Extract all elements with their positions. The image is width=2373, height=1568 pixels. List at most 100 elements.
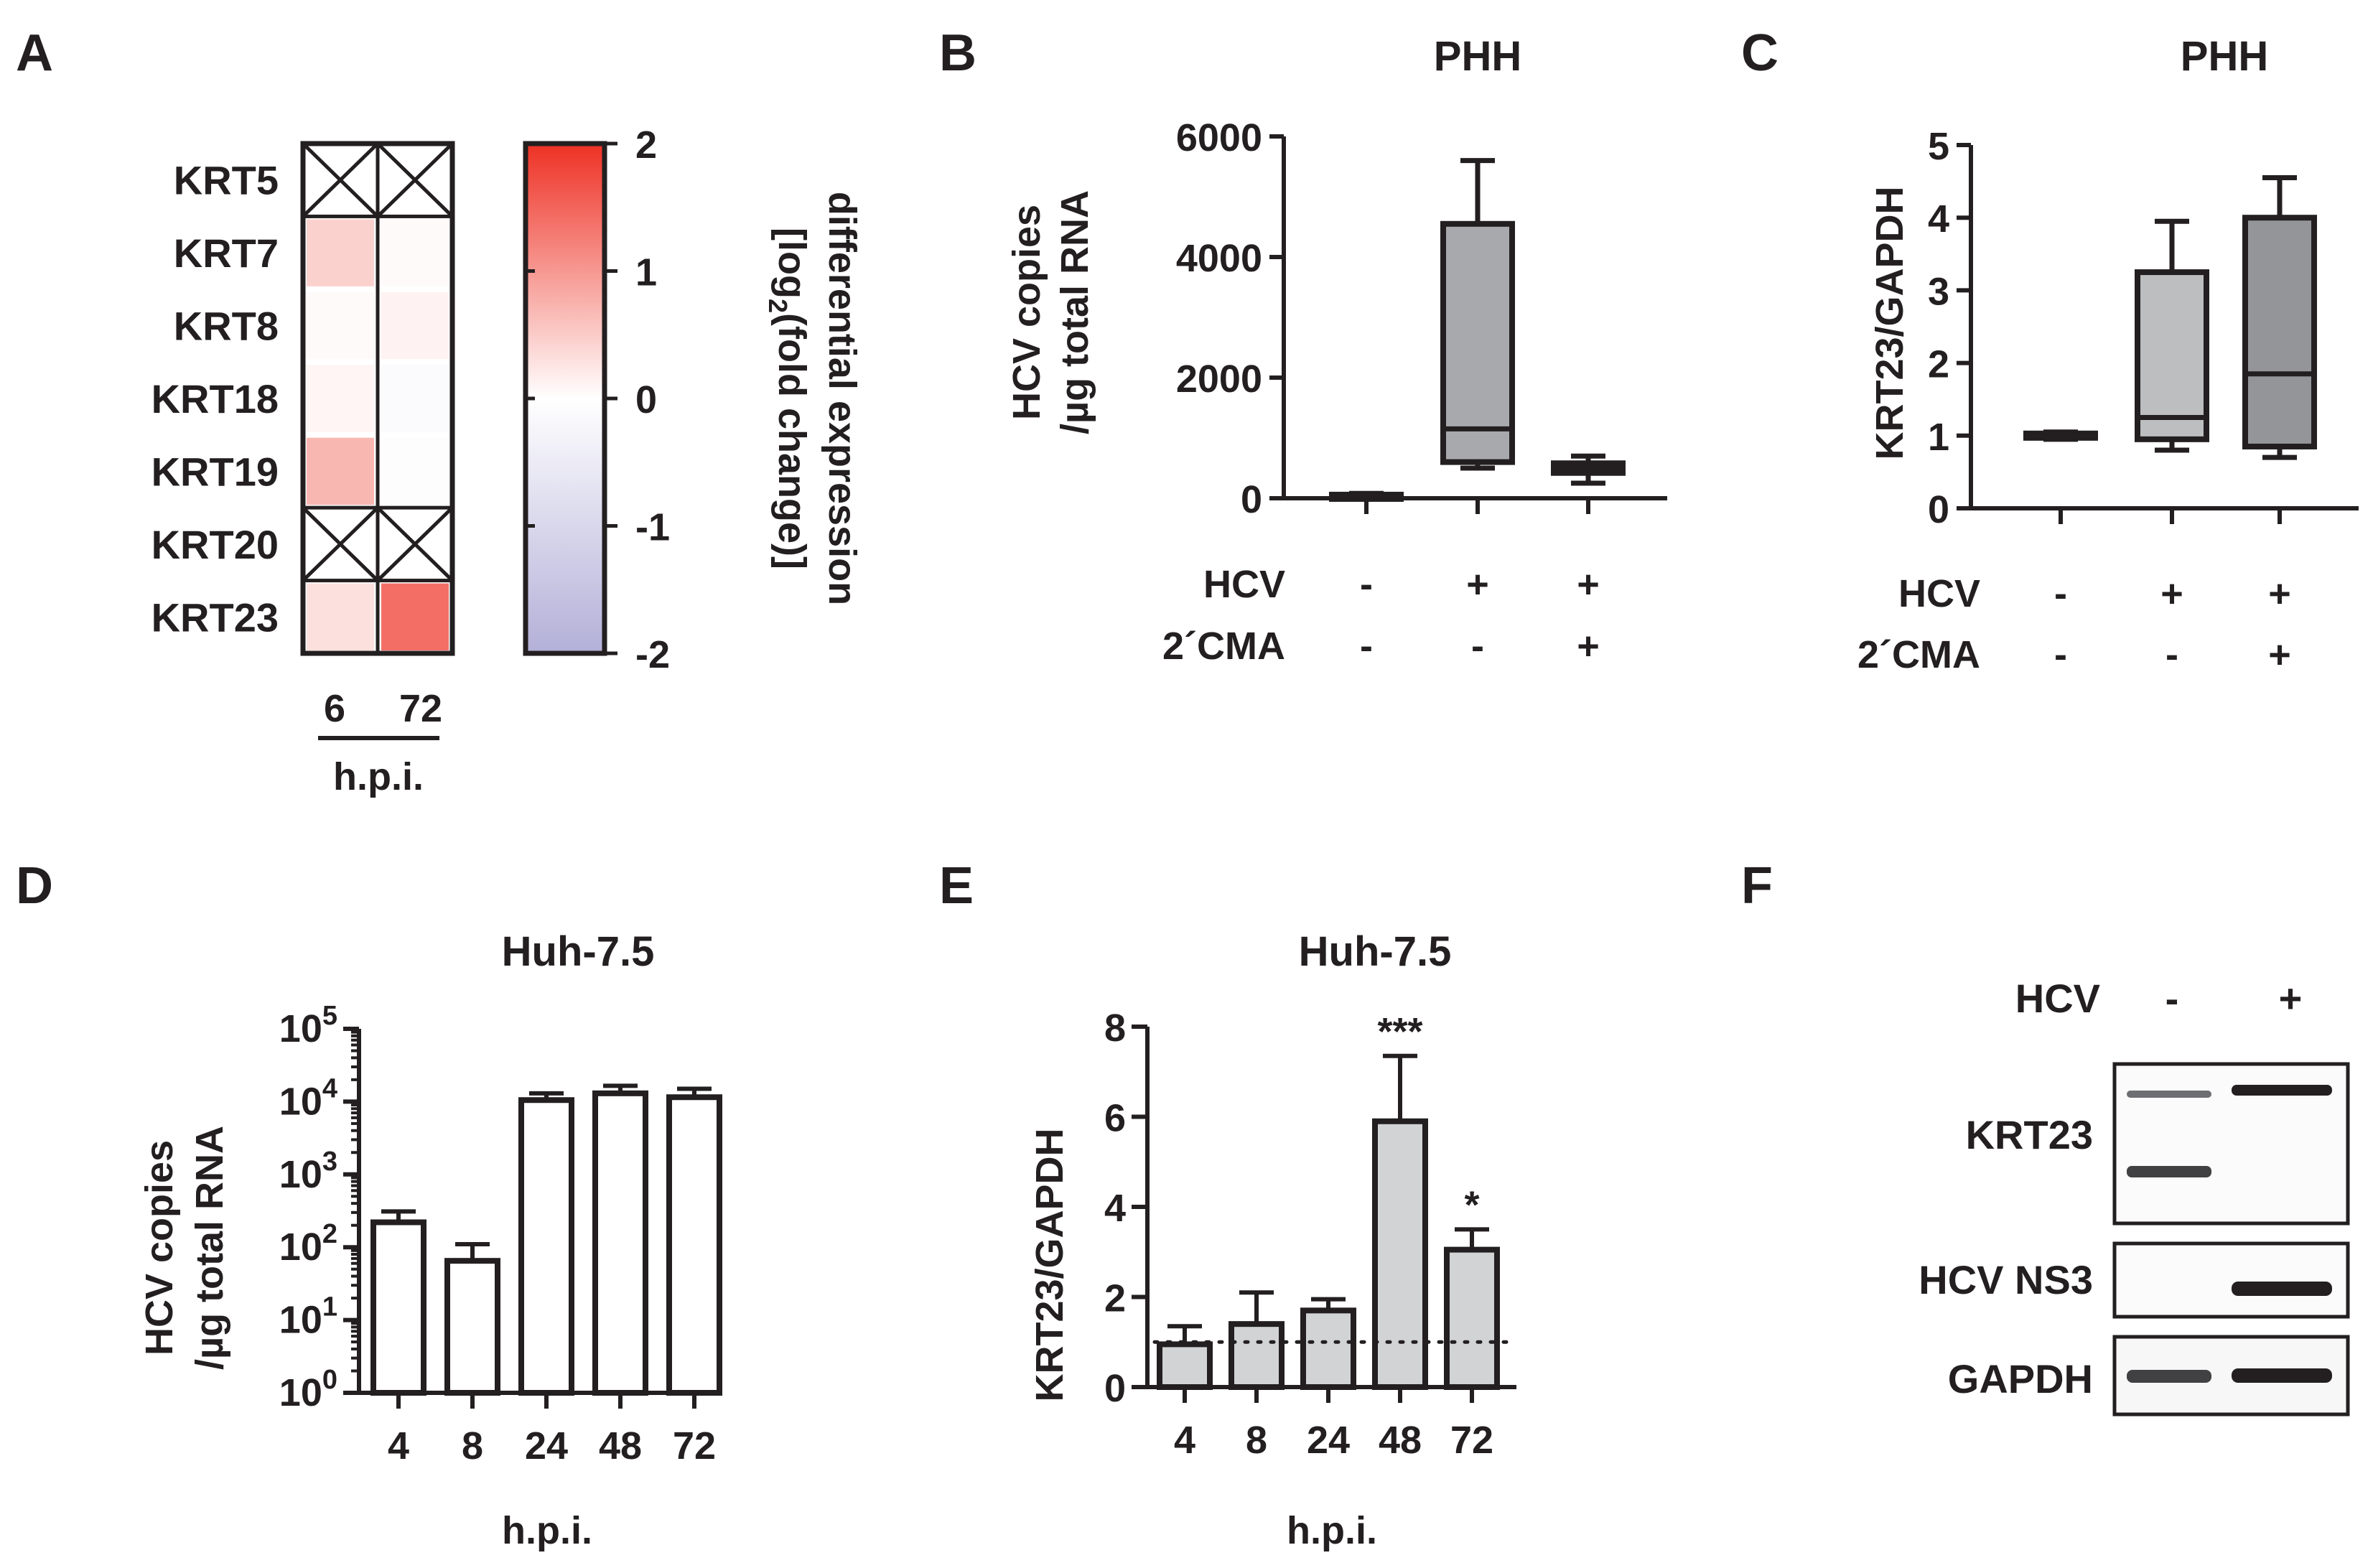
blot-lane-minus: -: [2165, 976, 2179, 1021]
heatmap-cell-krt8-6: [307, 291, 374, 360]
panel-label-f: F: [1741, 857, 1773, 915]
significance-mark: *: [1464, 1183, 1479, 1226]
panel-label-e: E: [939, 857, 974, 915]
blot-label-gapdh: GAPDH: [1948, 1356, 2093, 1401]
chart-title-c: PHH: [2181, 33, 2268, 80]
blot-gapdh: [2112, 1335, 2350, 1417]
condition-sign: -: [1360, 625, 1373, 668]
row-label-krt23: KRT23: [151, 594, 279, 640]
heatmap-cell-krt18-6: [307, 365, 374, 432]
heatmap-row-labels: KRT5 KRT7 KRT8 KRT18 KRT19 KRT20 KRT23: [151, 158, 279, 640]
heatmap-cell-krt8-72: [381, 291, 449, 360]
heatmap-cross-b: [376, 142, 454, 218]
condition-sign: +: [2268, 633, 2291, 676]
colorbar-tick-label: -2: [635, 633, 670, 676]
heatmap-cross-b: [376, 506, 454, 582]
row-label-krt19: KRT19: [151, 449, 279, 494]
colorbar-label-subscript: 2: [763, 299, 793, 313]
x-tick-label-72: 72: [1450, 1419, 1493, 1462]
colorbar-label-line2: [log2(fold change)]: [763, 228, 813, 569]
colorbar-label-line1: differential expression: [821, 192, 864, 605]
heatmap-x-axis-label: h.p.i.: [333, 755, 424, 798]
blot-krt23-band-lane2: [2232, 1085, 2332, 1096]
blot-header-hcv: HCV: [2015, 976, 2100, 1021]
y-tick-label: 1: [1928, 416, 1949, 459]
condition-sign: -: [2054, 572, 2067, 615]
heatmap-cell-krt18-72: [381, 365, 449, 432]
y-axis-label-c: KRT23/GAPDH: [1868, 186, 1911, 459]
blot-krt23: [2112, 1062, 2350, 1226]
condition-sign: +: [2268, 572, 2291, 615]
condition-name-row-1: HCV: [1203, 563, 1285, 606]
blot-krt23-band-lane1-lower: [2127, 1166, 2211, 1177]
row-label-krt8: KRT8: [174, 304, 279, 349]
bar-48: [1372, 1118, 1428, 1391]
y-tick-label: 2: [1104, 1277, 1126, 1320]
blot-gapdh-band-lane2: [2232, 1368, 2332, 1383]
y-tick-label: 6: [1104, 1097, 1126, 1140]
heatmap-cell-krt7-72: [381, 219, 449, 286]
bar-4: [1157, 1341, 1213, 1390]
condition-name-row-2: 2´CMA: [1857, 633, 1980, 676]
heatmap-cell-krt23-72: [381, 583, 449, 650]
y-axis-label-e: KRT23/GAPDH: [1028, 1128, 1071, 1401]
blot-lane-plus: +: [2279, 976, 2303, 1021]
colorbar-label-fold: (fold change)]: [770, 313, 813, 569]
bar-72: [1444, 1246, 1500, 1391]
y-axis-label-d-line2: /µg total RNA: [188, 1126, 231, 1370]
x-tick-label-24: 24: [525, 1424, 568, 1467]
blot-label-hcv-ns3: HCV NS3: [1919, 1257, 2093, 1302]
condition-sign: +: [1577, 563, 1600, 606]
row-label-krt20: KRT20: [151, 522, 279, 567]
box-2: [1440, 220, 1515, 465]
heatmap-cross-b: [302, 142, 379, 218]
panel-f: F HCV - + KRT23 HCV NS3 GAPDH: [1741, 857, 2350, 1417]
box-plot-c: 0 1 2 3 4 5 HCV - + +2´CMA - - +: [1857, 125, 2359, 676]
heatmap-cell-krt19-72: [381, 437, 449, 505]
y-tick-label: 2000: [1176, 358, 1262, 401]
row-label-krt5: KRT5: [174, 158, 279, 203]
box-3: [2242, 215, 2317, 449]
heatmap-cross-b: [302, 506, 379, 582]
y-tick-label: 4: [1928, 197, 1949, 241]
box-plot-b: 0 2000 4000 6000 HCV - + +2´CMA - - +: [1162, 116, 1667, 668]
panel-label-c: C: [1741, 24, 1778, 82]
blot-label-krt23: KRT23: [1966, 1112, 2093, 1157]
heatmap-cell-krt19-6: [307, 437, 374, 505]
x-tick-label-48: 48: [599, 1424, 642, 1467]
y-tick-label: 0: [1104, 1367, 1126, 1410]
y-tick-label: 2: [1928, 343, 1949, 386]
bar-72: [666, 1094, 722, 1396]
chart-title-d: Huh-7.5: [502, 928, 655, 975]
heatmap-cell-krt7-6: [307, 219, 374, 286]
panel-label-b: B: [939, 24, 976, 82]
x-tick-label-8: 8: [1246, 1419, 1267, 1462]
panel-a: A KRT5 KRT7 KRT8 KRT18 KRT19 KRT20 KRT23 6 72 h…: [16, 24, 864, 798]
x-tick-label-8: 8: [462, 1424, 483, 1467]
colorbar: [523, 141, 607, 656]
colorbar-ticks: 2 1 0 -1 -2: [526, 123, 670, 676]
y-tick-label: 105: [279, 1001, 337, 1050]
box-2: [2135, 269, 2209, 442]
y-tick-label: 103: [279, 1147, 337, 1196]
y-tick-label: 5: [1928, 125, 1949, 168]
y-axis-label-b-line2: /µg total RNA: [1053, 190, 1096, 434]
row-label-krt7: KRT7: [174, 230, 279, 276]
y-axis-label-b-line1: HCV copies: [1005, 205, 1048, 420]
column-label-72: 72: [399, 687, 442, 730]
chart-title-e: Huh-7.5: [1299, 928, 1452, 975]
blot-ns3-frame: [2112, 1241, 2350, 1319]
bar-4: [370, 1219, 426, 1396]
heatmap-cell-krt23-6: [307, 583, 374, 650]
x-tick-label-4: 4: [1174, 1419, 1195, 1462]
x-axis-label-e: h.p.i.: [1287, 1509, 1377, 1552]
significance-mark: ***: [1377, 1010, 1422, 1053]
blot-krt23-band-lane1-upper: [2127, 1091, 2211, 1098]
bar-8: [444, 1258, 500, 1396]
colorbar-tick-label: -1: [635, 506, 670, 549]
y-tick-label: 0: [1241, 478, 1262, 521]
